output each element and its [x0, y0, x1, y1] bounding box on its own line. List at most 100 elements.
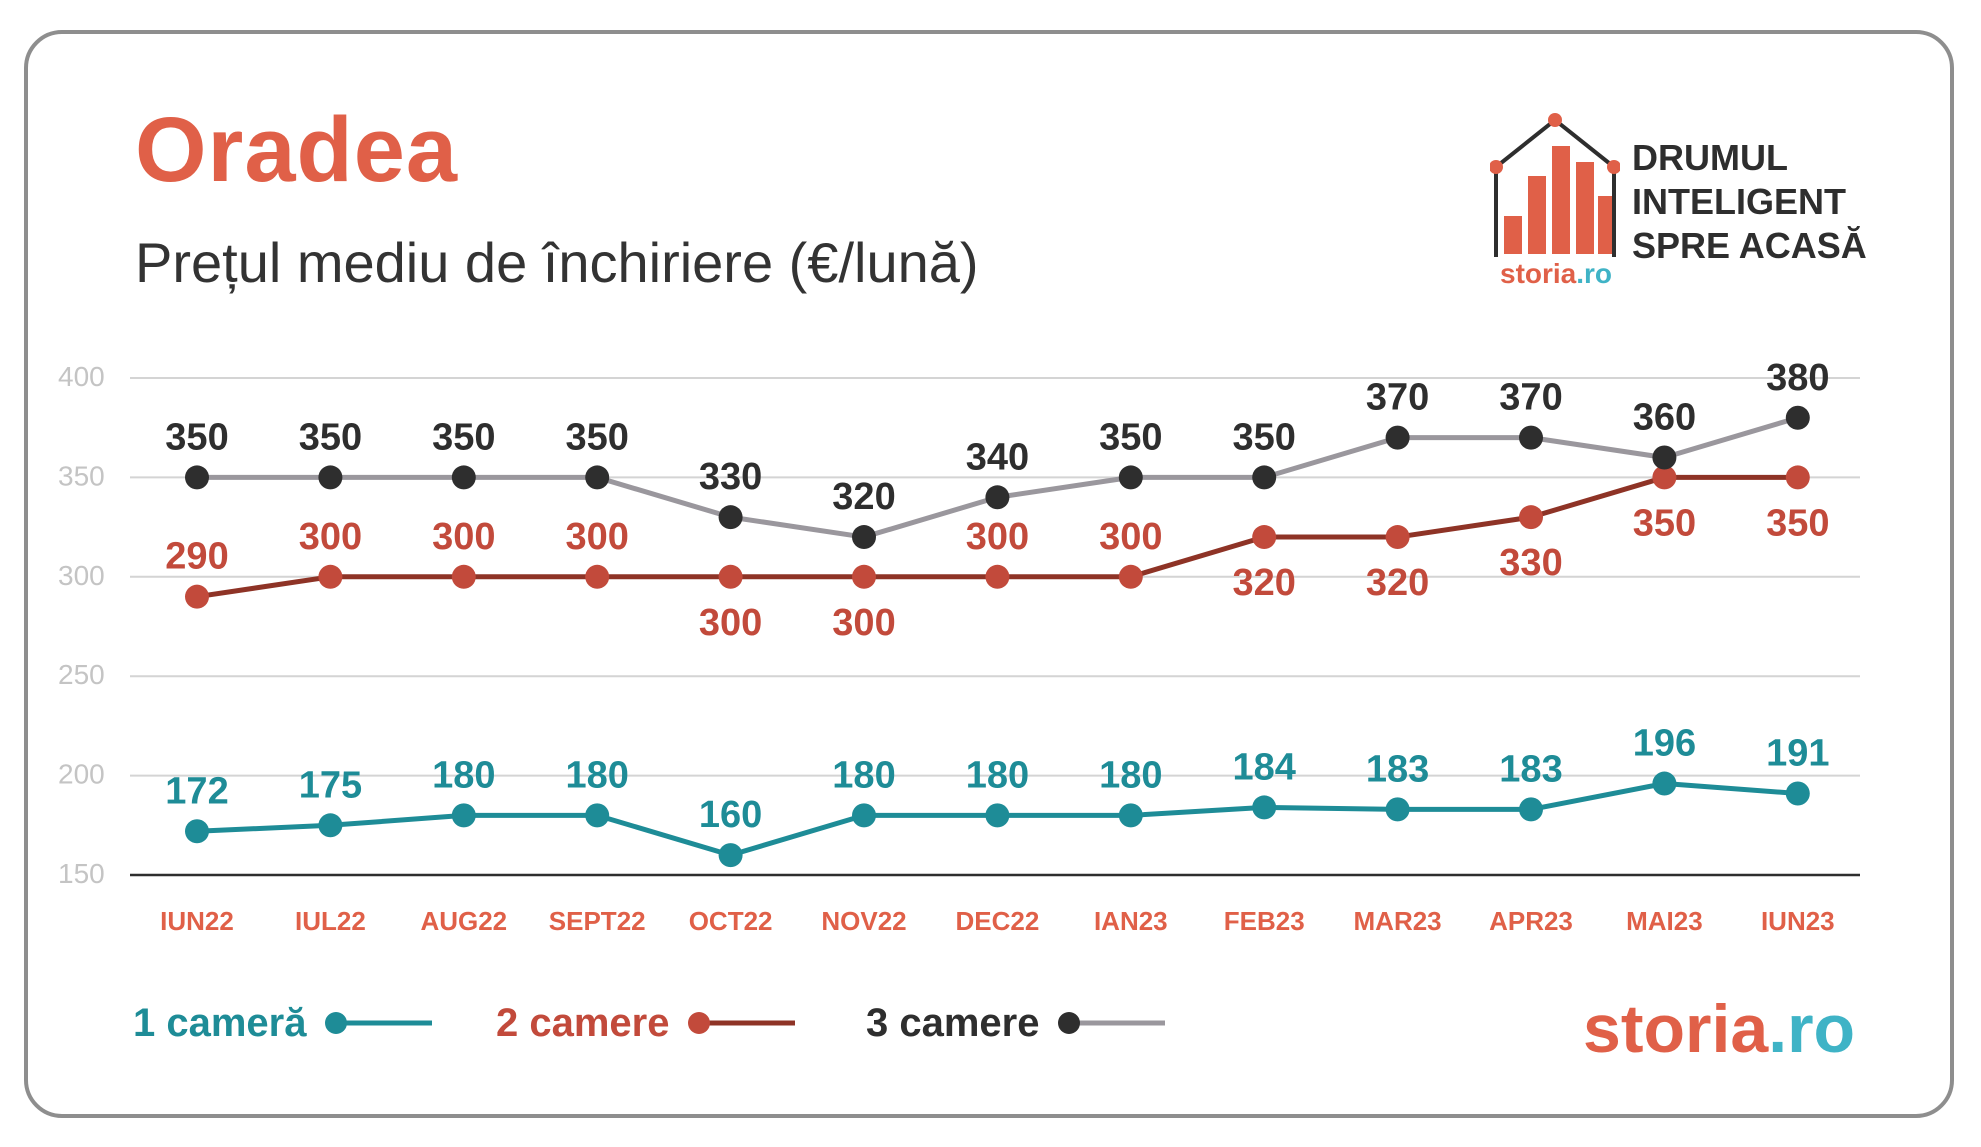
footer-brand-part1: storia	[1583, 991, 1769, 1067]
data-label-3-camere: 350	[565, 416, 628, 458]
data-label-2-camere: 320	[1366, 562, 1429, 604]
legend-item-2-camere: 2 camere	[496, 998, 797, 1048]
legend-item-3-camere: 3 camere	[866, 998, 1167, 1048]
data-point-2-camere	[585, 564, 610, 589]
y-tick-label: 250	[58, 659, 105, 690]
data-label-1-camera: 180	[966, 754, 1029, 796]
data-point-3-camere	[1652, 445, 1677, 470]
data-label-2-camere: 350	[1633, 502, 1696, 544]
legend-item-1-camera: 1 cameră	[133, 998, 434, 1048]
data-label-2-camere: 300	[432, 516, 495, 558]
x-tick-label: AUG22	[420, 906, 507, 936]
data-point-2-camere	[1652, 465, 1677, 490]
data-point-1-camera	[585, 803, 610, 828]
data-label-1-camera: 184	[1232, 746, 1295, 788]
y-tick-label: 200	[58, 759, 105, 790]
footer-brand-part2: .ro	[1768, 991, 1856, 1067]
x-tick-label: MAR23	[1354, 906, 1442, 936]
data-label-3-camere: 320	[832, 476, 895, 518]
data-point-2-camere	[318, 564, 343, 589]
legend-label-3-camere: 3 camere	[866, 1000, 1040, 1045]
data-label-2-camere: 320	[1232, 562, 1295, 604]
logo-line-3: SPRE ACASĂ	[1632, 225, 1867, 266]
data-point-2-camere	[1385, 525, 1410, 550]
data-point-1-camera	[1385, 797, 1410, 822]
data-point-2-camere	[852, 564, 876, 589]
data-point-1-camera	[185, 819, 209, 844]
x-tick-label: FEB23	[1224, 906, 1305, 936]
data-label-1-camera: 175	[299, 764, 362, 806]
legend-label-1-camera: 1 cameră	[133, 1000, 307, 1045]
data-point-1-camera	[318, 813, 343, 838]
data-point-2-camere	[1785, 465, 1810, 490]
data-point-3-camere	[718, 505, 743, 530]
city-title: Oradea	[135, 99, 459, 201]
y-tick-label: 400	[58, 361, 105, 392]
x-tick-label: SEPT22	[549, 906, 646, 936]
logo-tagline: DRUMUL INTELIGENT SPRE ACASĂ	[1632, 136, 1867, 268]
data-point-1-camera	[1519, 797, 1543, 822]
data-point-2-camere	[985, 564, 1010, 589]
data-label-1-camera: 160	[699, 794, 762, 836]
data-point-2-camere	[1519, 505, 1543, 530]
data-label-2-camere: 330	[1499, 542, 1562, 584]
x-tick-label: IUL22	[295, 906, 366, 936]
x-tick-label: NOV22	[821, 906, 906, 936]
data-label-1-camera: 180	[832, 754, 895, 796]
data-point-3-camere	[585, 465, 610, 490]
data-label-3-camere: 370	[1499, 377, 1562, 419]
data-label-2-camere: 290	[165, 536, 228, 578]
data-label-2-camere: 300	[966, 516, 1029, 558]
data-point-2-camere	[1252, 525, 1277, 550]
data-point-3-camere	[185, 465, 209, 490]
data-label-3-camere: 340	[966, 436, 1029, 478]
data-label-3-camere: 380	[1766, 357, 1829, 399]
chart-subtitle: Prețul mediu de închiriere (€/lună)	[135, 231, 979, 294]
data-point-3-camere	[451, 465, 476, 490]
data-point-3-camere	[985, 485, 1010, 510]
data-point-1-camera	[985, 803, 1010, 828]
data-label-2-camere: 300	[832, 602, 895, 644]
data-label-1-camera: 180	[1099, 754, 1162, 796]
data-point-2-camere	[185, 584, 209, 609]
data-label-2-camere: 300	[565, 516, 628, 558]
data-point-3-camere	[1785, 405, 1810, 430]
data-label-3-camere: 350	[1232, 416, 1295, 458]
data-point-1-camera	[852, 803, 876, 828]
legend-marker-2-camere	[688, 1012, 796, 1034]
logo-line-1: DRUMUL	[1632, 137, 1788, 178]
data-label-3-camere: 370	[1366, 377, 1429, 419]
data-point-1-camera	[1785, 781, 1810, 806]
data-label-1-camera: 191	[1766, 732, 1829, 774]
y-tick-label: 150	[58, 858, 105, 889]
data-point-1-camera	[718, 843, 743, 868]
data-label-3-camere: 350	[432, 416, 495, 458]
storia-house-logo-icon	[1490, 113, 1620, 257]
x-tick-label: DEC22	[955, 906, 1039, 936]
legend-marker-1-camera	[325, 1012, 433, 1034]
logo-line-2: INTELIGENT	[1632, 181, 1846, 222]
y-tick-label: 300	[58, 560, 105, 591]
x-tick-label: IAN23	[1094, 906, 1168, 936]
data-point-3-camere	[1385, 425, 1410, 450]
data-label-1-camera: 180	[565, 754, 628, 796]
data-label-1-camera: 172	[165, 770, 228, 812]
footer-brand: storia.ro	[1583, 990, 1855, 1068]
data-label-1-camera: 183	[1366, 748, 1429, 790]
data-label-3-camere: 350	[1099, 416, 1162, 458]
x-tick-label: MAI23	[1626, 906, 1703, 936]
logo-brand-part2: .ro	[1576, 258, 1613, 289]
x-tick-label: IUN23	[1761, 906, 1835, 936]
data-point-2-camere	[718, 564, 743, 589]
data-label-3-camere: 330	[699, 456, 762, 498]
data-point-1-camera	[451, 803, 476, 828]
legend-marker-3-camere	[1058, 1012, 1166, 1034]
logo-brand-part1: storia	[1500, 258, 1577, 289]
data-point-1-camera	[1252, 795, 1277, 820]
data-label-2-camere: 350	[1766, 502, 1829, 544]
data-point-3-camere	[1252, 465, 1277, 490]
data-point-1-camera	[1118, 803, 1143, 828]
data-label-2-camere: 300	[699, 602, 762, 644]
logo-brand: storia.ro	[1500, 258, 1612, 290]
